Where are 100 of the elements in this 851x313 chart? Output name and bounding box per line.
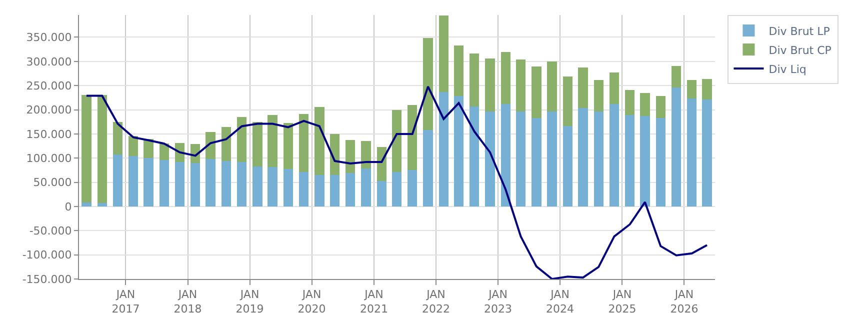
bar	[516, 59, 526, 112]
y-tick-label: 100.000	[26, 152, 72, 165]
bar	[97, 203, 107, 206]
line-series	[85, 86, 708, 279]
bar	[609, 72, 620, 104]
bar	[283, 168, 294, 206]
bar	[236, 162, 247, 206]
bar	[298, 114, 309, 172]
bar	[516, 112, 526, 206]
x-tick-label: JAN 2026	[670, 288, 698, 313]
bar	[283, 122, 294, 169]
y-tick-label: 0	[64, 200, 72, 214]
bar	[454, 96, 464, 206]
bar	[423, 38, 433, 130]
y-tick-label: 250.000	[26, 79, 72, 92]
bar	[470, 54, 480, 106]
bar	[594, 80, 604, 112]
bar	[594, 112, 604, 206]
bar	[656, 96, 666, 118]
bar	[376, 180, 386, 206]
bar	[97, 94, 107, 204]
bar	[346, 140, 356, 174]
bar	[532, 66, 542, 118]
bar	[82, 94, 92, 203]
bar	[144, 158, 154, 206]
bar	[159, 144, 169, 160]
bar	[221, 161, 231, 206]
bar	[640, 116, 650, 206]
bar	[221, 127, 231, 162]
bar	[159, 160, 169, 206]
bar	[190, 162, 200, 206]
bar	[408, 170, 418, 206]
bar	[330, 175, 340, 206]
bar	[112, 154, 123, 206]
bar	[687, 80, 697, 99]
bar	[547, 61, 557, 112]
y-tick-label: 150.000	[26, 128, 72, 141]
x-tick-label: JAN 2017	[112, 288, 140, 313]
bar	[485, 58, 495, 112]
bar	[532, 118, 542, 206]
bar	[438, 92, 448, 206]
y-tick-label: 200.000	[26, 104, 72, 117]
x-tick-label: JAN 2023	[484, 288, 512, 313]
bar	[112, 122, 123, 154]
y-tick-label: 350.000	[26, 31, 72, 44]
legend-label: Div Brut LP	[768, 24, 830, 38]
bar	[346, 173, 356, 206]
bar	[82, 202, 92, 206]
bar	[656, 118, 666, 206]
bar	[438, 15, 448, 92]
bar	[423, 130, 433, 206]
bar	[702, 100, 712, 206]
bar	[236, 117, 247, 162]
bar	[500, 104, 510, 206]
bar	[144, 138, 154, 158]
bar	[392, 110, 402, 172]
y-tick-label: -100.000	[22, 248, 72, 262]
bar	[454, 45, 464, 96]
x-tick-label: JAN 2025	[608, 288, 636, 313]
bar	[392, 172, 402, 206]
bar	[640, 92, 650, 116]
bar	[252, 166, 262, 206]
bar	[268, 166, 278, 206]
x-tick-label: JAN 2020	[298, 288, 326, 313]
bar	[298, 172, 309, 206]
bar	[578, 108, 588, 206]
y-tick-label: -150.000	[22, 272, 72, 286]
bar	[687, 98, 697, 206]
bar	[174, 162, 185, 206]
bar	[361, 141, 371, 168]
bar	[625, 90, 635, 116]
x-tick-label: JAN 2019	[236, 288, 264, 313]
bar	[671, 66, 682, 88]
bar	[578, 68, 588, 108]
x-tick-label: JAN 2021	[360, 288, 388, 313]
bar	[470, 106, 480, 206]
bar	[500, 52, 510, 104]
bar	[547, 112, 557, 206]
bar	[408, 104, 418, 170]
bar	[562, 76, 573, 126]
bar	[206, 132, 216, 160]
y-tick-label: 50.000	[33, 176, 72, 190]
bar	[562, 126, 573, 206]
y-tick-label: 300.000	[26, 55, 72, 68]
bar	[252, 122, 262, 166]
x-tick-label: JAN 2024	[546, 288, 574, 313]
x-tick-label: JAN 2022	[422, 288, 450, 313]
bar	[625, 115, 635, 206]
bar	[609, 104, 620, 206]
x-tick-label: JAN 2018	[174, 288, 202, 313]
bar	[485, 112, 495, 206]
bar	[671, 88, 682, 206]
bar	[702, 78, 712, 100]
legend-label: Div Brut CP	[768, 44, 832, 57]
bar	[314, 175, 324, 206]
legend-label: Div Liq	[768, 62, 806, 76]
bar	[361, 168, 371, 206]
bar	[128, 156, 138, 206]
bar	[268, 115, 278, 167]
bar	[206, 159, 216, 206]
